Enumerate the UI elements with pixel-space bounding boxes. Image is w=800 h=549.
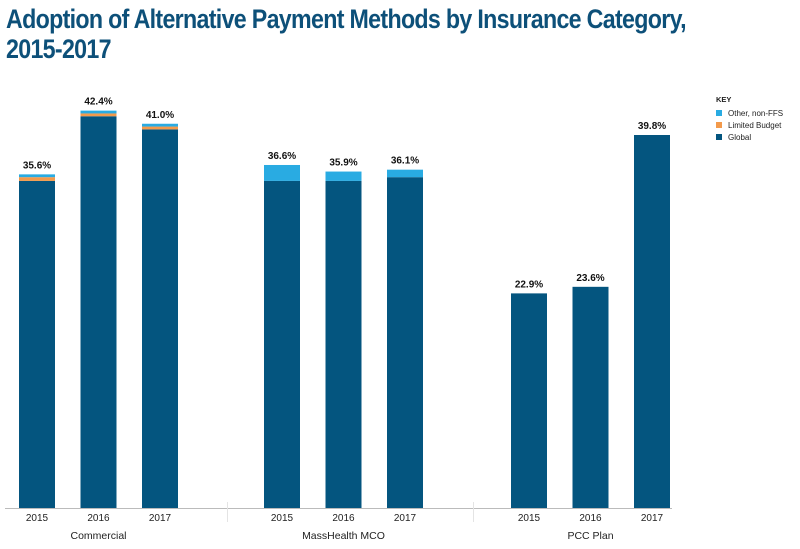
x-tick-label: 2015 [271, 513, 294, 524]
bar-other-non-ffs-masshealth-mco-2016 [325, 171, 362, 181]
x-tick-label: 2017 [641, 513, 664, 524]
data-label: 35.6% [23, 160, 51, 171]
legend-label: Limited Budget [728, 120, 782, 130]
bar-other-non-ffs-commercial-2015 [19, 174, 55, 178]
data-label: 22.9% [515, 279, 543, 290]
bar-other-non-ffs-commercial-2016 [80, 110, 117, 114]
x-tick-label: 2016 [579, 513, 602, 524]
legend-label: Other, non-FFS [728, 108, 784, 118]
legend-swatch [716, 134, 722, 140]
data-label: 35.9% [329, 158, 357, 169]
group-label: PCC Plan [567, 530, 613, 542]
group-label: MassHealth MCO [302, 530, 385, 542]
x-tick-label: 2016 [87, 513, 110, 524]
bar-limited-budget-commercial-2015 [19, 177, 55, 181]
bar-other-non-ffs-masshealth-mco-2017 [387, 169, 423, 178]
bar-other-non-ffs-masshealth-mco-2015 [264, 164, 300, 181]
bar-global-pcc-plan-2016 [572, 286, 609, 508]
bar-global-commercial-2015 [19, 180, 55, 508]
bar-global-pcc-plan-2015 [511, 293, 547, 508]
legend-item: Limited Budget [716, 119, 783, 131]
bar-limited-budget-commercial-2017 [142, 126, 178, 130]
data-label: 23.6% [576, 273, 604, 284]
bar-global-masshealth-mco-2017 [387, 177, 423, 508]
data-label: 39.8% [638, 121, 666, 132]
data-label: 36.1% [391, 156, 419, 167]
legend-title: KEY [716, 95, 732, 104]
legend-swatch [716, 122, 722, 128]
bar-global-masshealth-mco-2015 [264, 180, 300, 508]
bar-limited-budget-commercial-2016 [80, 113, 117, 117]
bar-global-commercial-2016 [80, 116, 117, 508]
data-label: 36.6% [268, 151, 296, 162]
bar-global-commercial-2017 [142, 129, 178, 508]
legend-item: Other, non-FFS [716, 107, 783, 119]
chart-title-line-1: Adoption of Alternative Payment Methods … [6, 4, 687, 34]
bar-global-pcc-plan-2017 [634, 135, 670, 508]
x-tick-label: 2017 [394, 513, 417, 524]
legend-item: Global [716, 131, 783, 143]
data-label: 41.0% [146, 110, 174, 121]
data-label: 42.4% [84, 97, 112, 108]
legend: KEY Other, non-FFS Limited Budget Global [716, 95, 783, 143]
legend-swatch [716, 110, 722, 116]
bar-global-masshealth-mco-2016 [325, 180, 362, 508]
x-tick-label: 2017 [149, 513, 172, 524]
x-tick-label: 2015 [26, 513, 49, 524]
bar-other-non-ffs-commercial-2017 [142, 123, 178, 127]
legend-label: Global [728, 132, 752, 142]
group-label: Commercial [70, 530, 126, 542]
chart-title-line-2: 2015-2017 [6, 34, 112, 64]
x-tick-label: 2015 [518, 513, 541, 524]
x-tick-label: 2016 [332, 513, 355, 524]
chart-title: Adoption of Alternative Payment Methods … [6, 4, 687, 64]
